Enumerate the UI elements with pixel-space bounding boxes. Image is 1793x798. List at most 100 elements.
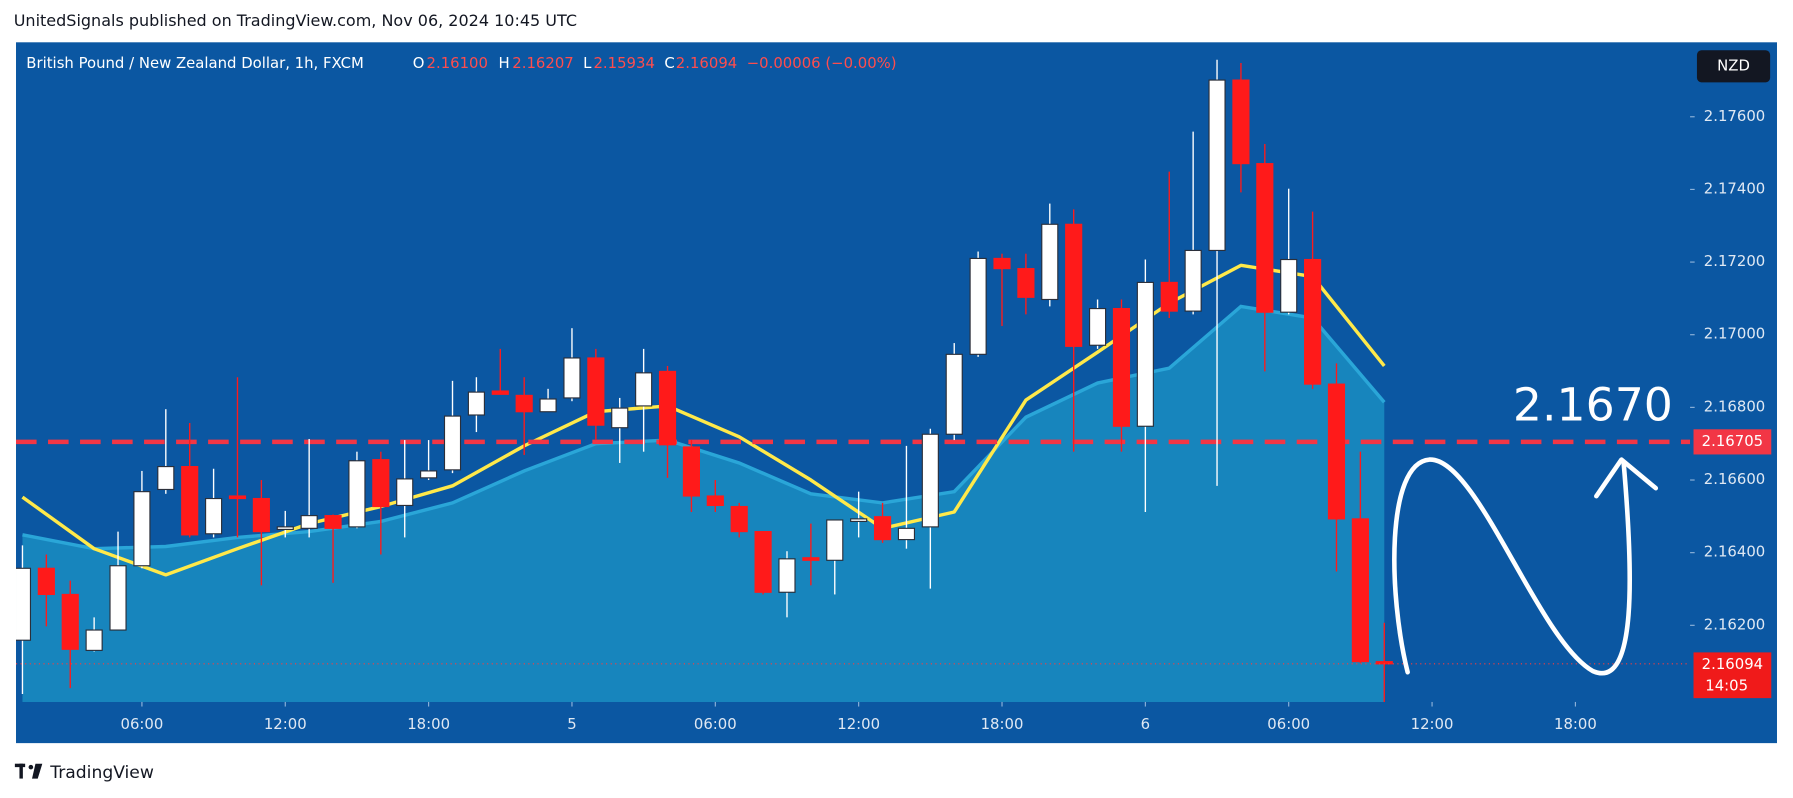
- x-tick-label: 5: [567, 715, 576, 733]
- candle-body: [873, 516, 892, 541]
- hand-drawn-arrow: [1594, 457, 1659, 499]
- plot-area: [16, 59, 1691, 702]
- candle-body: [420, 470, 438, 479]
- y-tick-label: 2.16200: [1704, 615, 1765, 633]
- level-price-label: 2.16705: [1702, 432, 1763, 450]
- candle-body: [921, 433, 939, 528]
- candle-body: [826, 519, 844, 561]
- candle-body: [1351, 518, 1369, 663]
- candle-body: [181, 466, 199, 536]
- candle-body: [1327, 383, 1346, 520]
- footer-brand: TradingView: [49, 763, 154, 783]
- x-tick-label: 06:00: [121, 715, 164, 733]
- y-tick-label: 2.16400: [1704, 543, 1765, 561]
- candle-body: [109, 565, 127, 631]
- candle-body: [850, 518, 868, 523]
- candle-body: [205, 497, 223, 535]
- candle-body: [1065, 223, 1083, 347]
- candle-body: [945, 353, 963, 435]
- last-price-box: [1693, 652, 1772, 699]
- ma-line: [21, 263, 1386, 577]
- high-label: H: [499, 54, 510, 72]
- candle-body: [1184, 249, 1202, 312]
- candle-body: [1041, 223, 1059, 301]
- tradingview-logo: [14, 763, 43, 779]
- currency-badge[interactable]: [1696, 50, 1771, 83]
- candle-body: [1112, 307, 1131, 427]
- candle-body: [61, 593, 79, 650]
- x-tick-label: 18:00: [1554, 715, 1597, 733]
- candle-body: [348, 460, 366, 528]
- candle-body: [1280, 258, 1298, 313]
- x-tick-label: 12:00: [264, 715, 307, 733]
- candle-body: [85, 629, 103, 651]
- y-tick-label: 2.17400: [1704, 179, 1765, 197]
- candle-body: [993, 257, 1011, 270]
- ma-area-edge: [22, 304, 1386, 551]
- currency-text: NZD: [1717, 56, 1750, 74]
- open-value: 2.16100: [427, 54, 488, 72]
- high-value: 2.16207: [512, 54, 573, 72]
- candle-body: [1089, 307, 1107, 346]
- last-price-label: 2.16094: [1702, 655, 1763, 673]
- candle-body: [443, 415, 462, 471]
- hand-drawn-curve: [1392, 457, 1633, 676]
- candle-body: [133, 491, 151, 567]
- candle-body: [897, 527, 916, 541]
- open-label: O: [413, 54, 425, 72]
- y-tick-label: 2.16600: [1704, 470, 1765, 488]
- candle-body: [1017, 268, 1035, 298]
- change-value: −0.00006 (−0.00%): [747, 54, 897, 72]
- x-tick-label: 12:00: [1411, 715, 1454, 733]
- y-tick-label: 2.17200: [1704, 252, 1765, 270]
- candle-body: [658, 370, 677, 446]
- low-label: L: [583, 54, 592, 72]
- x-tick-label: 6: [1141, 715, 1150, 733]
- x-tick-label: 12:00: [837, 715, 880, 733]
- level-price-box: [1693, 429, 1772, 455]
- candle-body: [563, 357, 581, 399]
- candle-body: [1304, 258, 1322, 385]
- close-label: C: [664, 54, 674, 72]
- candle-body: [635, 372, 653, 407]
- candle-body: [730, 505, 748, 533]
- candle-body: [491, 390, 509, 395]
- candle-body: [778, 558, 796, 593]
- low-value: 2.15934: [593, 54, 654, 72]
- candle-body: [706, 495, 724, 507]
- candle-body: [802, 557, 820, 561]
- candle-body: [252, 497, 270, 533]
- candle-body: [1208, 79, 1226, 252]
- y-tick-label: 2.16800: [1704, 397, 1765, 415]
- candle-body: [372, 459, 390, 508]
- candle-body: [611, 407, 629, 429]
- axes: 2.17600 2.17400 2.17200 2.17000 2.16800 2.166…: [121, 107, 1772, 733]
- candle-body: [300, 515, 318, 529]
- candle-body: [1232, 79, 1250, 165]
- candle-body: [754, 531, 772, 593]
- x-tick-label: 18:00: [407, 715, 450, 733]
- close-value: 2.16094: [676, 54, 737, 72]
- candle-body: [276, 526, 294, 530]
- published-line: UnitedSignals published on TradingView.c…: [14, 11, 577, 30]
- candle-body: [157, 466, 175, 491]
- candle-body: [539, 398, 557, 413]
- candle-body: [515, 394, 533, 413]
- candle-body: [467, 391, 485, 416]
- candle-body: [587, 357, 605, 426]
- candle-body: [228, 495, 247, 500]
- candle-body: [1136, 281, 1154, 427]
- candle-body: [324, 515, 342, 529]
- symbol-title: British Pound / New Zealand Dollar, 1h, …: [26, 54, 364, 72]
- candle-body: [682, 446, 700, 497]
- x-tick-label: 06:00: [1267, 715, 1310, 733]
- y-tick-label: 2.17600: [1704, 107, 1765, 125]
- candle-body: [37, 567, 55, 596]
- candle-body: [969, 257, 987, 355]
- candle-body: [396, 478, 414, 507]
- candle-body: [1160, 281, 1178, 312]
- x-tick-label: 18:00: [981, 715, 1024, 733]
- countdown-label: 14:05: [1705, 677, 1748, 695]
